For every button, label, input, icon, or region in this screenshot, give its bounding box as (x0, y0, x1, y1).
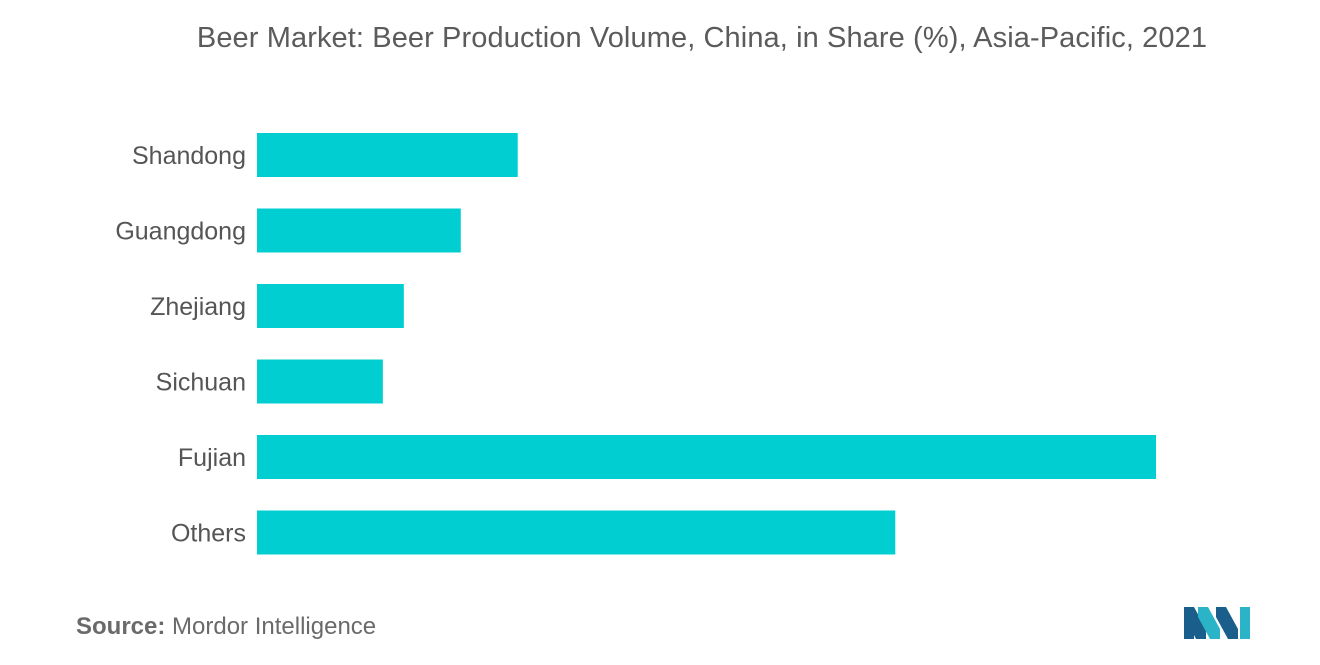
bar-sichuan (257, 359, 383, 404)
bar-shandong (257, 133, 518, 177)
category-label-sichuan: Sichuan (156, 369, 246, 397)
category-label-fujian: Fujian (178, 444, 246, 472)
source-text: Mordor Intelligence (172, 613, 377, 640)
source-label: Source: (76, 613, 166, 640)
bar-zhejiang (257, 284, 404, 328)
mordor-intelligence-logo-icon (1184, 607, 1250, 639)
category-label-zhejiang: Zhejiang (150, 293, 246, 321)
category-label-shandong: Shandong (132, 142, 246, 170)
category-label-guangdong: Guangdong (115, 218, 246, 246)
bars-group (257, 133, 1156, 555)
bar-fujian (257, 435, 1156, 479)
source-note: Source: Mordor Intelligence (76, 613, 376, 641)
bar-guangdong (257, 208, 461, 253)
category-label-others: Others (171, 520, 246, 548)
chart-title: Beer Market: Beer Production Volume, Chi… (196, 22, 1208, 54)
category-labels-group: Shandong Guangdong Zhejiang Sichuan Fujian Ot… (115, 142, 246, 548)
bar-others (257, 510, 896, 555)
